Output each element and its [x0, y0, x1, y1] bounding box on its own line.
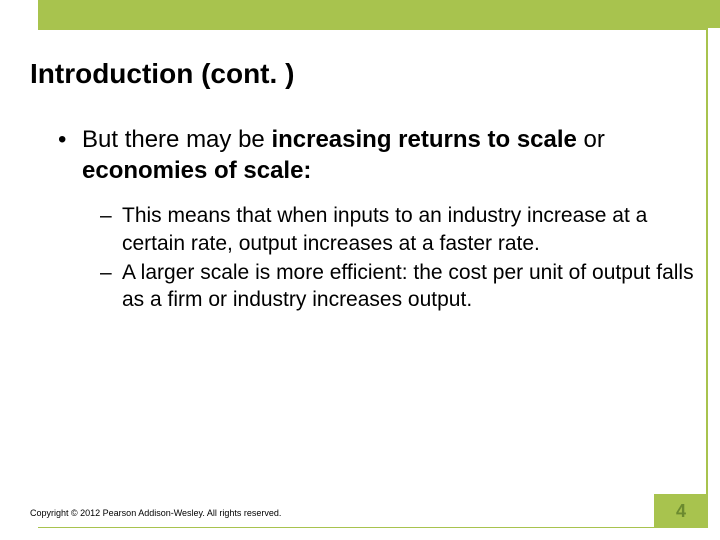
- top-bar-left: [0, 0, 38, 28]
- page-number-box: 4: [654, 494, 708, 528]
- footer-copyright: Copyright © 2012 Pearson Addison-Wesley.…: [30, 508, 281, 518]
- bullet-text-mid: or: [577, 126, 605, 153]
- slide-title: Introduction (cont. ): [30, 58, 706, 90]
- page-number: 4: [676, 501, 686, 522]
- bullet-list-sub: This means that when inputs to an indust…: [100, 202, 706, 313]
- bullet-text-bold-1: increasing returns to scale: [271, 126, 576, 153]
- top-bar: [0, 0, 720, 28]
- top-bar-right: [38, 0, 720, 28]
- content-frame: Introduction (cont. ) But there may be i…: [38, 28, 708, 528]
- bullet-item-sub: This means that when inputs to an indust…: [100, 202, 706, 257]
- bullet-item-sub: A larger scale is more efficient: the co…: [100, 259, 706, 314]
- bullet-text-prefix: But there may be: [82, 126, 271, 153]
- bullet-text-bold-2: economies of scale:: [82, 157, 311, 184]
- bullet-list-main: But there may be increasing returns to s…: [58, 124, 706, 314]
- bullet-item-main: But there may be increasing returns to s…: [58, 124, 706, 314]
